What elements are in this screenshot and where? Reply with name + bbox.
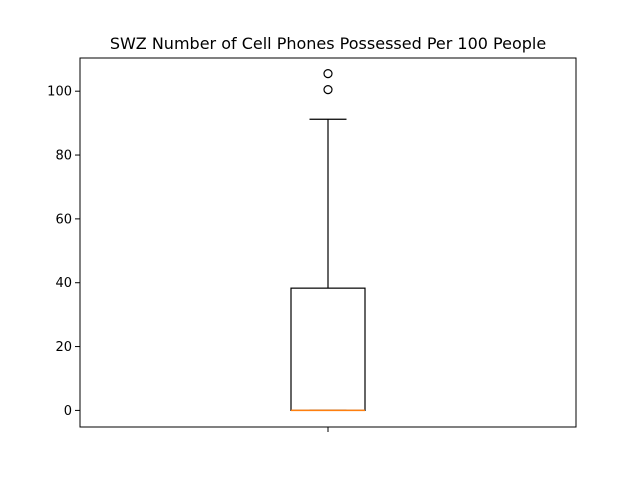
outlier-point [323, 85, 333, 95]
y-tick-label: 80 [55, 149, 72, 164]
outlier-point [323, 69, 333, 79]
chart-title: SWZ Number of Cell Phones Possessed Per … [110, 34, 546, 53]
y-tick-label: 40 [55, 276, 72, 291]
y-tick-label: 60 [55, 212, 72, 227]
y-tick-label: 100 [47, 85, 72, 100]
y-tick-label: 0 [64, 404, 72, 419]
box-marks [290, 69, 366, 412]
y-tick-label: 20 [55, 340, 72, 355]
y-axis: 0 20 40 60 80 100 [47, 85, 80, 419]
